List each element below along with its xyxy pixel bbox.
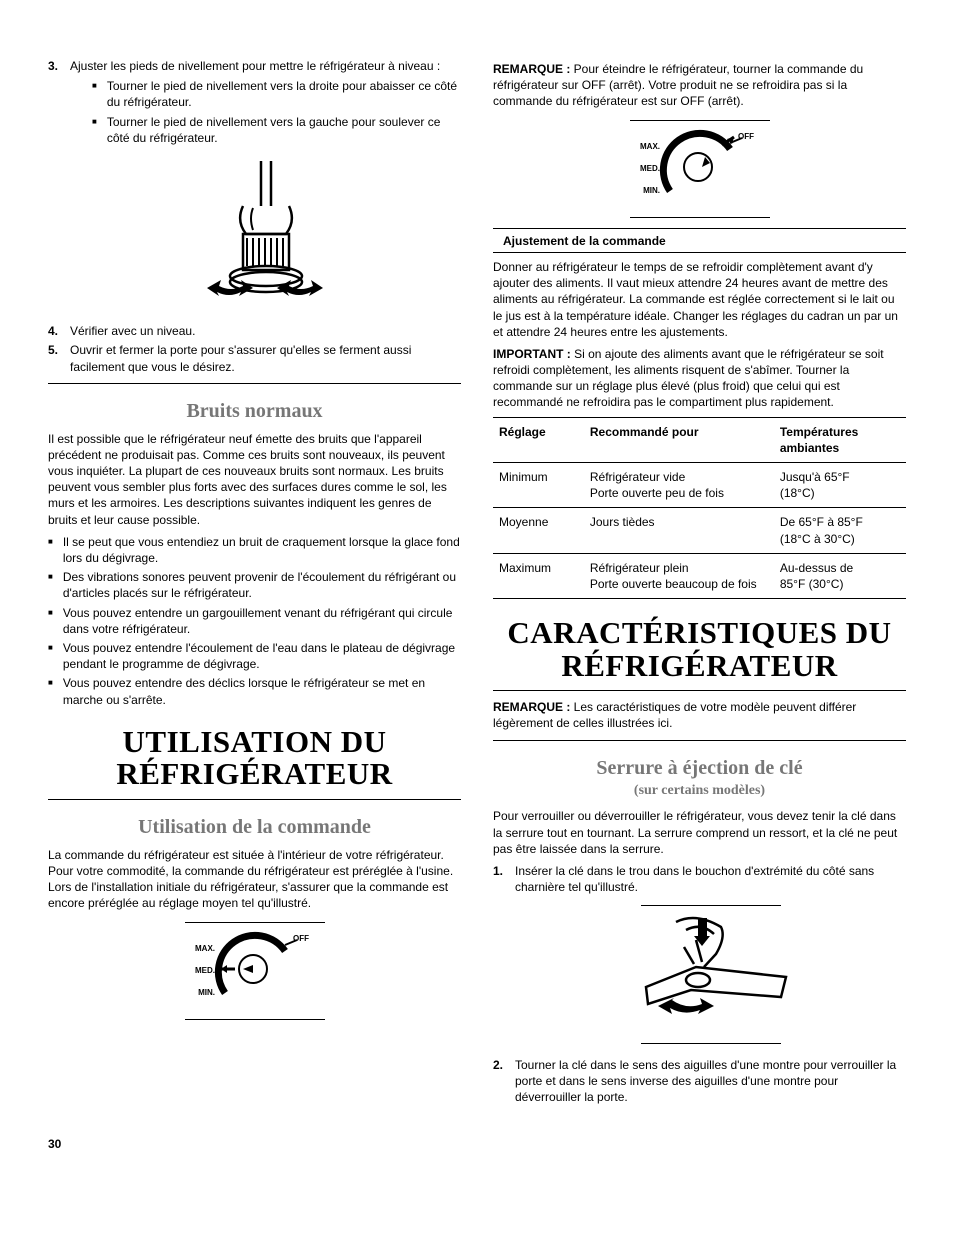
col-recommande: Recommandé pour [584, 417, 774, 462]
bruits-intro: Il est possible que le réfrigérateur neu… [48, 431, 461, 528]
leveling-foot-icon [191, 156, 341, 310]
list-item: 4. Vérifier avec un niveau. [48, 323, 461, 339]
svg-text:MAX.: MAX. [640, 142, 660, 151]
bullet: Vous pouvez entendre l'écoulement de l'e… [48, 640, 461, 672]
list-item: 5. Ouvrir et fermer la porte pour s'assu… [48, 342, 461, 374]
serrure-steps: 1. Insérer la clé dans le trou dans le b… [493, 863, 906, 1105]
control-dial-icon: OFF MAX. MED. MIN. [630, 127, 770, 211]
divider [641, 905, 781, 906]
important-label: IMPORTANT : [493, 347, 571, 361]
bullet: Des vibrations sonores peuvent provenir … [48, 569, 461, 601]
bullet: Vous pouvez entendre des déclics lorsque… [48, 675, 461, 707]
ajustement-text: Donner au réfrigérateur le temps de se r… [493, 259, 906, 340]
key-lock-icon [626, 912, 796, 1036]
step-number: 5. [48, 342, 70, 374]
svg-text:MED.: MED. [195, 966, 215, 975]
utilisation-text: La commande du réfrigérateur est située … [48, 847, 461, 912]
divider [630, 217, 770, 218]
svg-text:MED.: MED. [640, 164, 660, 173]
table-row: Maximum Réfrigérateur pleinPorte ouverte… [493, 553, 906, 598]
remarque-label: REMARQUE : [493, 700, 570, 714]
serrure-title: Serrure à éjection de clé [493, 755, 906, 782]
serrure-text: Pour verrouiller ou déverrouiller le réf… [493, 808, 906, 857]
list-item: 2. Tourner la clé dans le sens des aigui… [493, 1057, 906, 1106]
step-number: 1. [493, 863, 515, 1054]
divider [48, 799, 461, 800]
remarque-off: REMARQUE : Pour éteindre le réfrigérateu… [493, 61, 906, 110]
col-reglage: Réglage [493, 417, 584, 462]
bruits-title: Bruits normaux [48, 398, 461, 425]
step-body: Ajuster les pieds de nivellement pour me… [70, 58, 461, 320]
bullet: Vous pouvez entendre un gargouillement v… [48, 605, 461, 637]
table-row: Minimum Réfrigérateur videPorte ouverte … [493, 463, 906, 508]
step-number: 4. [48, 323, 70, 339]
step-text: Ajuster les pieds de nivellement pour me… [70, 59, 440, 73]
key-figure [515, 905, 906, 1043]
dial-figure-2: OFF MAX. MED. MIN. [493, 120, 906, 218]
right-column: REMARQUE : Pour éteindre le réfrigérateu… [493, 55, 906, 1108]
remarque-label: REMARQUE : [493, 62, 570, 76]
divider [493, 740, 906, 741]
important-text: IMPORTANT : Si on ajoute des aliments av… [493, 346, 906, 411]
divider [48, 383, 461, 384]
page-columns: 3. Ajuster les pieds de nivellement pour… [48, 55, 906, 1108]
bruits-list: Il se peut que vous entendiez un bruit d… [48, 534, 461, 708]
caracteristiques-title: CARACTÉRISTIQUES DU RÉFRIGÉRATEUR [493, 617, 906, 682]
step-number: 3. [48, 58, 70, 320]
divider [493, 690, 906, 691]
ajustement-title: Ajustement de la commande [493, 228, 906, 253]
table-row: Moyenne Jours tièdes De 65°F à 85°F(18°C… [493, 508, 906, 553]
svg-text:MIN.: MIN. [198, 988, 215, 997]
divider [630, 120, 770, 121]
leveling-steps: 3. Ajuster les pieds de nivellement pour… [48, 58, 461, 375]
divider [185, 1019, 325, 1020]
bullet: Tourner le pied de nivellement vers la d… [92, 78, 461, 110]
settings-table: Réglage Recommandé pour Températures amb… [493, 417, 906, 600]
leveling-figure [70, 156, 461, 310]
col-temp: Températures ambiantes [774, 417, 906, 462]
sub-bullets: Tourner le pied de nivellement vers la d… [92, 78, 461, 146]
serrure-subtitle: (sur certains modèles) [493, 782, 906, 801]
carac-remarque: REMARQUE : Les caractéristiques de votre… [493, 699, 906, 731]
svg-text:MAX.: MAX. [195, 944, 215, 953]
control-dial-icon: OFF MAX. MED. MIN. [185, 929, 325, 1013]
step-text: Ouvrir et fermer la porte pour s'assurer… [70, 342, 461, 374]
divider [185, 922, 325, 923]
step-body: Insérer la clé dans le trou dans le bouc… [515, 863, 906, 1054]
svg-text:MIN.: MIN. [643, 186, 660, 195]
bullet: Tourner le pied de nivellement vers la g… [92, 114, 461, 146]
step-text: Vérifier avec un niveau. [70, 323, 195, 339]
bullet: Il se peut que vous entendiez un bruit d… [48, 534, 461, 566]
list-item: 3. Ajuster les pieds de nivellement pour… [48, 58, 461, 320]
list-item: 1. Insérer la clé dans le trou dans le b… [493, 863, 906, 1054]
step-number: 2. [493, 1057, 515, 1106]
table-header-row: Réglage Recommandé pour Températures amb… [493, 417, 906, 462]
utilisation-sub: Utilisation de la commande [48, 814, 461, 841]
dial-figure-1: OFF MAX. MED. MIN. [48, 922, 461, 1020]
utilisation-title: UTILISATION DU RÉFRIGÉRATEUR [48, 726, 461, 791]
divider [641, 1043, 781, 1044]
left-column: 3. Ajuster les pieds de nivellement pour… [48, 55, 461, 1108]
step-text: Tourner la clé dans le sens des aiguille… [515, 1057, 906, 1106]
page-number: 30 [48, 1136, 906, 1152]
